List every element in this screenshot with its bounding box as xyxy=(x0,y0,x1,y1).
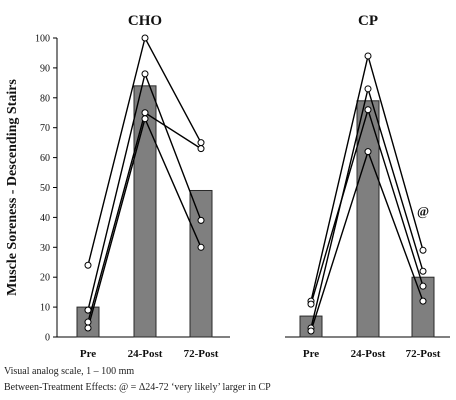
y-tick-label: 30 xyxy=(40,243,50,254)
participant-point xyxy=(197,243,205,251)
participant-point xyxy=(364,52,372,60)
participant-point xyxy=(84,318,92,326)
participant-point xyxy=(141,115,149,123)
participant-point xyxy=(307,327,315,335)
bar-cp-2 xyxy=(411,276,435,338)
participant-point xyxy=(84,306,92,314)
participant-point xyxy=(364,85,372,93)
y-tick-label: 50 xyxy=(40,183,50,194)
participant-point xyxy=(197,145,205,153)
participant-point xyxy=(84,261,92,269)
participant-point xyxy=(419,246,427,254)
participant-point xyxy=(307,300,315,308)
bar-cho-2 xyxy=(189,189,213,338)
panel-title: CHO xyxy=(128,13,162,29)
x-tick-label: 24-Post xyxy=(128,348,163,360)
participant-point xyxy=(364,106,372,114)
y-tick-label: 60 xyxy=(40,153,50,164)
participant-point xyxy=(84,324,92,332)
annotation-marker: @ xyxy=(417,203,429,218)
participant-point xyxy=(419,297,427,305)
x-tick-label: Pre xyxy=(303,348,319,360)
y-tick-label: 90 xyxy=(40,63,50,74)
footnote-effects: Between-Treatment Effects: @ = Δ24-72 ‘v… xyxy=(4,382,271,393)
chart: 0 10 20 30 40 50 60 70 80 90 100 Muscle Soreness - … xyxy=(5,13,450,360)
participant-point xyxy=(197,216,205,224)
participant-point xyxy=(141,34,149,42)
y-tick-label: 80 xyxy=(40,93,50,104)
y-tick-label: 70 xyxy=(40,123,50,134)
y-tick-label: 100 xyxy=(35,34,50,45)
y-tick-label: 20 xyxy=(40,273,50,284)
bar-cp-1 xyxy=(356,100,380,338)
participant-point xyxy=(197,139,205,147)
panel-title: CP xyxy=(358,13,378,29)
y-tick-label: 40 xyxy=(40,213,50,224)
x-tick-label: Pre xyxy=(80,348,96,360)
x-tick-label: 24-Post xyxy=(351,348,386,360)
y-tick-label: 10 xyxy=(40,303,50,314)
y-tick-label: 0 xyxy=(45,333,50,344)
participant-point xyxy=(419,267,427,275)
bar-cho-1 xyxy=(133,85,157,338)
participant-point xyxy=(364,148,372,156)
x-tick-label: 72-Post xyxy=(184,348,219,360)
footnote-scale: Visual analog scale, 1 – 100 mm xyxy=(4,366,135,377)
participant-point xyxy=(419,282,427,290)
y-axis-title: Muscle Soreness - Descending Stairs xyxy=(5,79,20,296)
participant-point xyxy=(141,70,149,78)
participant-point xyxy=(141,109,149,117)
x-tick-label: 72-Post xyxy=(406,348,441,360)
